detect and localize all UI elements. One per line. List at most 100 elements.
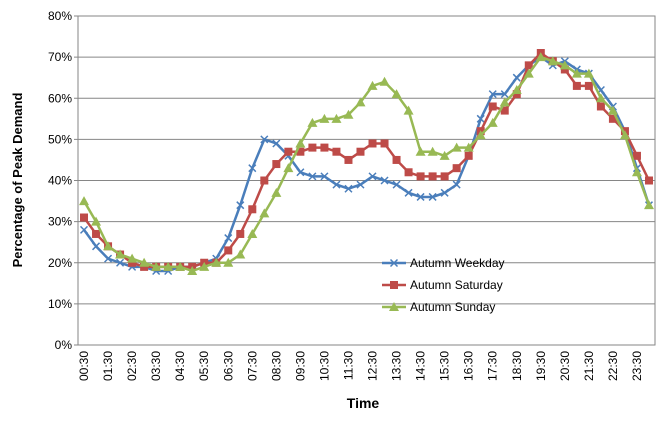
marker [547, 56, 558, 66]
x-tick-label: 18:30 [510, 351, 524, 381]
marker [571, 68, 582, 78]
marker [440, 188, 449, 197]
x-tick-label: 02:30 [125, 351, 139, 381]
marker [500, 90, 509, 99]
legend-label: Autumn Saturday [410, 278, 503, 292]
marker [391, 89, 402, 99]
x-tick-label: 13:30 [390, 351, 404, 381]
marker [79, 225, 89, 234]
marker [235, 249, 246, 259]
marker [140, 262, 149, 271]
y-tick-label: 30% [48, 215, 72, 229]
marker [607, 105, 618, 115]
marker [296, 147, 305, 156]
marker [92, 229, 101, 238]
marker [356, 147, 365, 156]
series-line [82, 55, 651, 273]
marker [320, 143, 329, 152]
marker [619, 130, 630, 140]
marker [392, 155, 401, 164]
x-axis-title: Time [347, 395, 380, 411]
marker [439, 150, 450, 160]
marker [535, 52, 546, 62]
x-tick-label: 06:30 [221, 351, 235, 381]
marker [236, 229, 245, 238]
x-tick-label: 10:30 [317, 351, 331, 381]
marker [380, 176, 389, 185]
marker [559, 60, 570, 70]
marker [644, 176, 653, 185]
x-tick-label: 12:30 [366, 351, 380, 381]
marker [283, 163, 294, 173]
marker [367, 80, 378, 90]
marker [368, 172, 377, 181]
marker [379, 76, 390, 86]
legend-label: Autumn Weekday [410, 256, 505, 270]
marker [512, 73, 521, 82]
marker [331, 113, 342, 123]
marker [248, 205, 257, 214]
x-tick-label: 04:30 [173, 351, 187, 381]
marker [296, 168, 305, 177]
x-tick-label: 16:30 [462, 351, 476, 381]
marker [596, 102, 605, 111]
marker [151, 261, 162, 271]
marker [499, 97, 510, 107]
marker [476, 114, 485, 123]
marker [308, 143, 317, 152]
x-tick-label: 19:30 [534, 351, 548, 381]
marker [404, 168, 413, 177]
x-tick-label: 05:30 [197, 351, 211, 381]
marker [416, 172, 425, 181]
x-tick-label: 21:30 [582, 351, 596, 381]
marker [403, 105, 414, 115]
y-tick-label: 20% [48, 256, 72, 270]
marker [523, 68, 534, 78]
x-tick-label: 09:30 [293, 351, 307, 381]
marker [464, 151, 473, 160]
marker [343, 109, 354, 119]
marker [128, 258, 137, 267]
x-tick-label: 07:30 [245, 351, 259, 381]
x-tick-label: 23:30 [630, 351, 644, 381]
marker [631, 167, 642, 177]
marker [103, 241, 114, 251]
marker [272, 160, 281, 169]
marker [488, 90, 497, 99]
marker [92, 242, 101, 251]
legend-marker [389, 302, 399, 311]
x-tick-label: 17:30 [486, 351, 500, 381]
series-line [83, 55, 651, 273]
y-tick-label: 40% [48, 174, 72, 188]
marker [500, 106, 509, 115]
marker [247, 228, 258, 238]
marker [572, 81, 581, 90]
marker [511, 85, 522, 95]
marker [428, 192, 437, 201]
marker [320, 172, 329, 181]
marker [260, 176, 269, 185]
x-tick-label: 01:30 [101, 351, 115, 381]
marker [451, 142, 462, 152]
x-tick-label: 00:30 [77, 351, 91, 381]
marker [187, 265, 198, 275]
marker [127, 253, 138, 263]
x-tick-label: 14:30 [414, 351, 428, 381]
marker [308, 172, 317, 181]
marker [416, 192, 425, 201]
marker [319, 113, 330, 123]
y-tick-label: 70% [48, 50, 72, 64]
marker [512, 90, 521, 99]
x-tick-label: 22:30 [606, 351, 620, 381]
marker [104, 254, 113, 263]
marker [488, 102, 497, 111]
marker [248, 164, 257, 173]
x-tick-label: 15:30 [438, 351, 452, 381]
y-tick-label: 50% [48, 132, 72, 146]
x-tick-label: 03:30 [149, 351, 163, 381]
marker [332, 180, 341, 189]
marker [415, 146, 426, 156]
marker [211, 257, 222, 267]
legend-marker [390, 281, 398, 289]
